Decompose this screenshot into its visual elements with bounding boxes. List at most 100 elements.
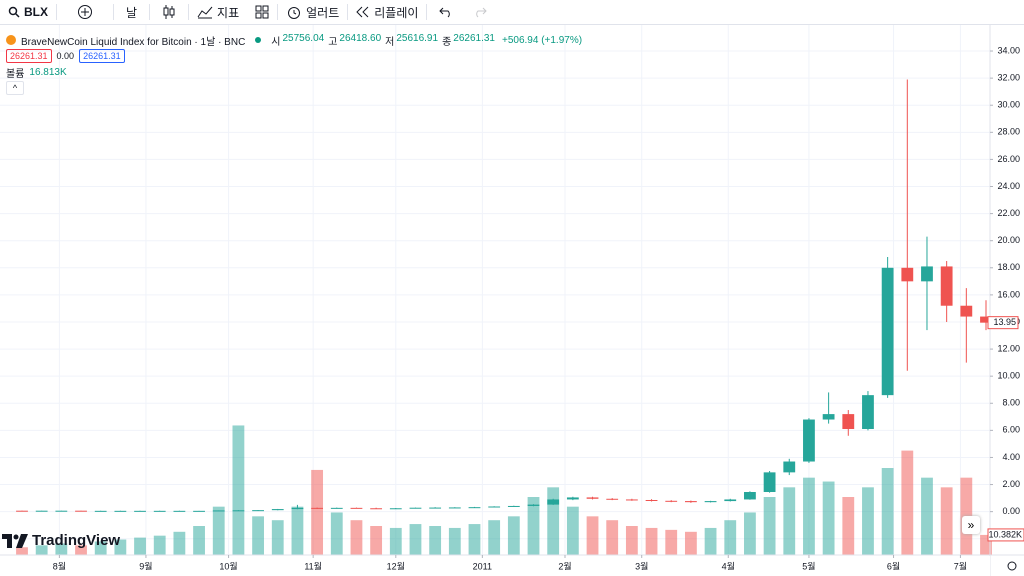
y-tick-label: 26.00 [997, 154, 1020, 164]
volume-row: 볼륨 16.813K [6, 64, 582, 80]
y-tick-label: 0.00 [1002, 506, 1020, 516]
y-tick-label: 6.00 [1002, 425, 1020, 435]
alerts: 얼러트 [306, 5, 340, 20]
candle-body [625, 499, 638, 501]
ohlc-label: 고 [328, 36, 338, 48]
candle-body [173, 510, 186, 512]
bid[interactable]: 26261.31 [6, 49, 52, 63]
candle-body [940, 266, 953, 306]
volume-bar [783, 487, 796, 555]
last-price-box [987, 316, 1019, 330]
y-tick-label: 28.00 [997, 127, 1020, 137]
volume-bar [291, 506, 304, 555]
ask[interactable]: 26261.31 [79, 49, 125, 63]
volume-bar [625, 526, 638, 555]
candle-body [980, 316, 992, 323]
x-tick-label: 3월 [635, 560, 648, 571]
alarm-icon [288, 7, 301, 19]
compare-button[interactable] [57, 0, 113, 25]
candle-body [94, 510, 107, 512]
y-tick-label: 18.00 [997, 262, 1020, 272]
series-title: BraveNewCoin Liquid Index for Bitcoin · … [21, 36, 246, 48]
search-icon [8, 6, 20, 18]
ohlc: 시 25756.04 고 26418.60 저 25616.91 종 26261.31 [271, 33, 497, 48]
volume-bar [35, 545, 48, 555]
candle-body [527, 504, 540, 506]
volume-value: 16.813K [29, 66, 67, 78]
volume-bar [16, 547, 28, 555]
x-tick-label: 7월 [954, 560, 967, 571]
x-tick-label: 9월 [139, 560, 152, 571]
volume-bar [94, 541, 107, 555]
volume-bar [370, 526, 383, 555]
volume-bar [586, 516, 599, 555]
symbol-search[interactable]: BLX [0, 0, 56, 25]
change: +506.94 (+1.97%) [501, 34, 583, 46]
plot-background [0, 25, 990, 555]
quote-row: 26261.31 0.00 26261.31 [6, 48, 582, 64]
ohlc-value: 25756.04 [282, 32, 325, 44]
collapse-button[interactable]: ^ [6, 81, 24, 95]
alert-button[interactable]: 얼러트 [278, 0, 347, 25]
replay: 리플레이 [374, 5, 419, 20]
volume-bar [311, 469, 324, 555]
ohlc-value: 25616.91 [396, 32, 439, 44]
logo: TradingView [2, 532, 120, 549]
status-dot [255, 37, 262, 43]
y-tick-label: 30.00 [997, 100, 1020, 110]
scroll-to-end[interactable]: » [962, 516, 980, 534]
volume-bar [350, 520, 363, 555]
candle-body [134, 510, 146, 512]
ohlc-label: 시 [271, 36, 281, 48]
volume-bar [252, 516, 264, 555]
volume-bar [134, 537, 146, 555]
candle-body [193, 510, 205, 512]
candle-body [271, 509, 284, 511]
volume-bar [547, 487, 560, 555]
indicators-button[interactable]: 지표 [189, 0, 247, 25]
x-tick-label: 12월 [387, 560, 405, 571]
interval-button[interactable]: 날 [114, 0, 149, 25]
candle-body [232, 510, 245, 512]
x-tick-label: 2월 [558, 560, 571, 571]
candle-body [566, 497, 579, 500]
volume-bar [429, 526, 442, 555]
layout-button[interactable] [247, 0, 277, 25]
candle-body [665, 500, 678, 502]
volume-bar [763, 497, 776, 555]
indicator-icon [197, 6, 213, 19]
settings-icon[interactable] [1007, 561, 1017, 571]
candle-body [862, 395, 874, 430]
candle-body [507, 505, 520, 507]
volume-bar [606, 520, 619, 555]
indicators: 지표 [217, 5, 240, 20]
x-tick-label: 2011 [473, 561, 492, 571]
y-tick-label: 10.00 [997, 371, 1020, 381]
candle-body [803, 419, 815, 462]
candle-body [645, 499, 658, 501]
replay-button[interactable]: 리플레이 [348, 0, 426, 25]
volume-bar [822, 481, 835, 555]
volume-bar [389, 527, 402, 555]
volume-bar [665, 529, 678, 555]
volume-bar [409, 524, 422, 555]
x-tick-label: 8월 [53, 560, 66, 571]
candle-body [55, 510, 68, 512]
volume-bar [744, 512, 756, 555]
interval: 날 [126, 5, 138, 20]
chart-type-button[interactable] [150, 0, 188, 25]
chart: -2.000.002.004.006.008.0010.0012.0014.00… [0, 25, 1024, 576]
candle-body [783, 461, 796, 473]
candle-body [468, 507, 481, 509]
redo-button[interactable] [465, 0, 495, 25]
candle-body [488, 506, 501, 508]
candle-body [212, 510, 225, 512]
y-tick-label: 8.00 [1002, 398, 1020, 408]
time-axis-bg [0, 556, 990, 576]
candle-body [252, 510, 264, 512]
candle-body [744, 492, 756, 500]
candle-body [881, 267, 894, 396]
undo-button[interactable] [427, 0, 465, 25]
candle-icon [163, 5, 175, 19]
